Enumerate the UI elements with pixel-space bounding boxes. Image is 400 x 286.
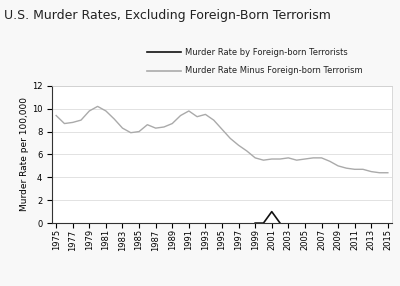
Text: Murder Rate Minus Foreign-born Terrorism: Murder Rate Minus Foreign-born Terrorism xyxy=(185,66,362,76)
Text: U.S. Murder Rates, Excluding Foreign-Born Terrorism: U.S. Murder Rates, Excluding Foreign-Bor… xyxy=(4,9,331,21)
Text: Murder Rate by Foreign-born Terrorists: Murder Rate by Foreign-born Terrorists xyxy=(185,47,347,57)
Y-axis label: Murder Rate per 100,000: Murder Rate per 100,000 xyxy=(20,98,29,211)
